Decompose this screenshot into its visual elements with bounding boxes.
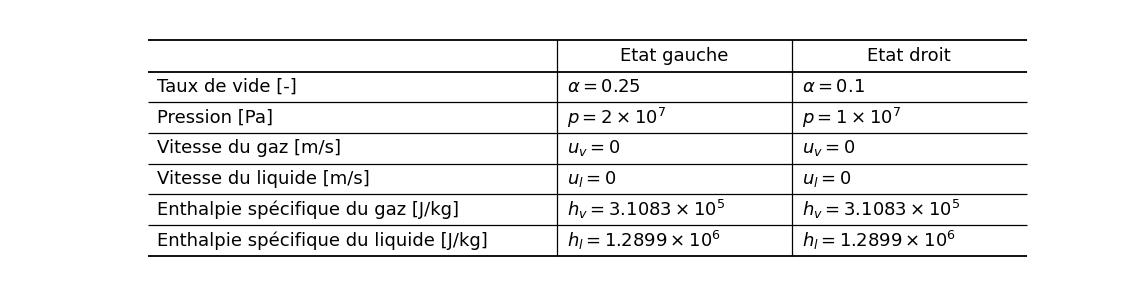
Text: Pression [Pa]: Pression [Pa] <box>157 109 273 127</box>
Text: $p = 2 \times 10^{7}$: $p = 2 \times 10^{7}$ <box>567 106 666 130</box>
Text: $h_l = 1.2899 \times 10^{6}$: $h_l = 1.2899 \times 10^{6}$ <box>567 229 721 252</box>
Text: Vitesse du gaz [m/s]: Vitesse du gaz [m/s] <box>157 139 340 157</box>
Text: Enthalpie spécifique du gaz [J/kg]: Enthalpie spécifique du gaz [J/kg] <box>157 201 458 219</box>
Text: $\alpha = 0.25$: $\alpha = 0.25$ <box>567 78 641 96</box>
Text: Etat droit: Etat droit <box>868 47 951 65</box>
Text: Vitesse du liquide [m/s]: Vitesse du liquide [m/s] <box>157 170 369 188</box>
Text: Enthalpie spécifique du liquide [J/kg]: Enthalpie spécifique du liquide [J/kg] <box>157 231 487 250</box>
Text: $u_v = 0$: $u_v = 0$ <box>802 138 856 158</box>
Text: $h_v = 3.1083 \times 10^{5}$: $h_v = 3.1083 \times 10^{5}$ <box>567 198 725 221</box>
Text: Etat gauche: Etat gauche <box>620 47 729 65</box>
Text: $h_v = 3.1083 \times 10^{5}$: $h_v = 3.1083 \times 10^{5}$ <box>802 198 961 221</box>
Text: $h_l = 1.2899 \times 10^{6}$: $h_l = 1.2899 \times 10^{6}$ <box>802 229 956 252</box>
Text: $\alpha = 0.1$: $\alpha = 0.1$ <box>802 78 865 96</box>
Text: $u_v = 0$: $u_v = 0$ <box>567 138 621 158</box>
Text: $u_l = 0$: $u_l = 0$ <box>802 169 851 189</box>
Text: Taux de vide [-]: Taux de vide [-] <box>157 78 297 96</box>
Text: $u_l = 0$: $u_l = 0$ <box>567 169 617 189</box>
Text: $p = 1 \times 10^{7}$: $p = 1 \times 10^{7}$ <box>802 106 902 130</box>
